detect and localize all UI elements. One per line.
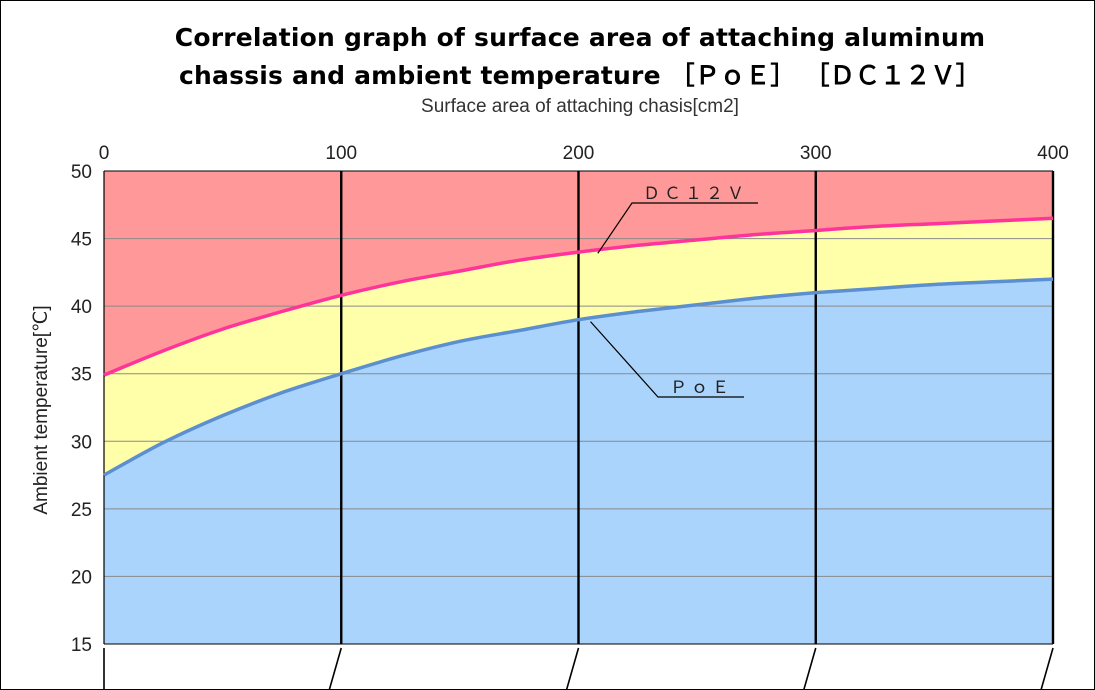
poe-label: ＰｏＥ bbox=[670, 378, 733, 397]
dc12v-leader-line bbox=[597, 202, 758, 254]
series-line-dc12v bbox=[103, 216, 1054, 377]
y-tick-label: 25 bbox=[71, 500, 92, 521]
y-tick-label: 30 bbox=[71, 432, 92, 453]
x-tick-label: 400 bbox=[1037, 143, 1069, 164]
dc12v-label: ＤＣ１２Ｖ bbox=[643, 184, 748, 203]
y-tick-label: 45 bbox=[71, 230, 92, 251]
x-tick-label: 100 bbox=[325, 143, 357, 164]
chart-labels: ＤＣ１２Ｖ ＰｏＥ bbox=[590, 184, 758, 398]
x-tick-label: 300 bbox=[800, 143, 832, 164]
chart-series bbox=[103, 216, 1054, 477]
x-axis-label: Surface area of attaching chasis[cm2] bbox=[421, 96, 739, 117]
y-tick-label: 35 bbox=[71, 365, 92, 386]
x-tick-label: 0 bbox=[99, 143, 110, 164]
y-axis-label: Ambient temperature[℃] bbox=[31, 305, 52, 514]
y-tick-label: 15 bbox=[71, 635, 92, 656]
chart-title: Correlation graph of surface area of att… bbox=[174, 23, 986, 52]
chart-subtitle: chassis and ambient temperature ［ＰｏＥ］ ［Ｄ… bbox=[179, 61, 981, 90]
y-tick-label: 40 bbox=[71, 297, 92, 318]
y-tick-label: 20 bbox=[71, 567, 92, 588]
chart-grid: 15 20 25 30 35 40 45 50 0 100 200 300 400 bbox=[71, 143, 1069, 690]
axis-break-mark bbox=[802, 647, 817, 690]
x-tick-label: 200 bbox=[563, 143, 595, 164]
axis-break-mark bbox=[565, 647, 580, 690]
poe-leader-line bbox=[590, 321, 744, 398]
y-tick-label: 50 bbox=[71, 162, 92, 183]
series-line-poe bbox=[103, 277, 1054, 477]
axis-break-mark bbox=[328, 647, 343, 690]
axis-break-mark bbox=[1040, 647, 1054, 690]
